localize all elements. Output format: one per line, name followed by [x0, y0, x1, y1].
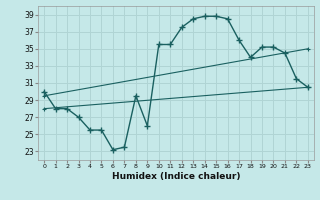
X-axis label: Humidex (Indice chaleur): Humidex (Indice chaleur) — [112, 172, 240, 181]
